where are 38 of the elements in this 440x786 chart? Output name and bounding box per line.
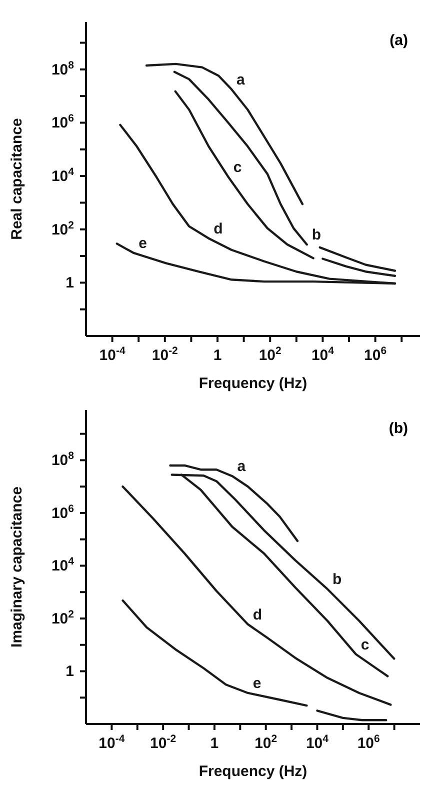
y-tick-label: 10$^{8}$ — [51, 59, 74, 78]
series-label: a — [237, 458, 246, 476]
x-tick-label: 10$^{2}$ — [258, 345, 282, 364]
x-tick-label: 10$^{6}$ — [357, 733, 380, 752]
annotation: (b) — [388, 420, 408, 437]
y-tick-label: 1 — [66, 274, 74, 292]
series-label: c — [360, 636, 370, 654]
x-tick-label: 10$^{6}$ — [364, 345, 387, 364]
y-axis-title: Imaginary capacitance — [8, 486, 26, 648]
y-tick-label: 10$^{6}$ — [51, 112, 74, 132]
x-tick-label: 10$^{4}$ — [306, 733, 329, 752]
series-label: c — [233, 159, 242, 176]
series-label: e — [138, 234, 148, 252]
annotation: (a) — [390, 32, 408, 49]
x-tick-label: 10$^{-2}$ — [150, 733, 176, 752]
y-tick-label: 10$^{2}$ — [51, 219, 74, 238]
y-axis-title: Real capacitance — [8, 118, 26, 240]
x-tick-label: 1 — [210, 735, 219, 752]
x-axis-title: Frequency (Hz) — [198, 763, 308, 780]
x-tick-label: 10$^{4}$ — [311, 345, 334, 364]
series-label: b — [332, 571, 342, 588]
y-tick-label: 10$^{6}$ — [51, 502, 74, 522]
series-label: a — [236, 71, 246, 88]
x-tick-label: 1 — [213, 347, 222, 364]
x-tick-label: 10$^{2}$ — [254, 733, 278, 752]
x-axis-title: Frequency (Hz) — [198, 375, 308, 392]
x-tick-label: 10$^{-2}$ — [152, 345, 178, 364]
series-label: b — [312, 226, 322, 244]
y-tick-label: 10$^{2}$ — [51, 608, 74, 628]
y-tick-label: 10$^{4}$ — [51, 166, 74, 186]
series-label: d — [252, 606, 262, 624]
y-tick-label: 10$^{8}$ — [51, 450, 74, 470]
series-label: e — [252, 674, 262, 692]
x-tick-label: 10$^{-4}$ — [99, 345, 126, 364]
series-label: d — [214, 220, 223, 238]
y-tick-label: 1 — [66, 663, 74, 680]
x-tick-label: 10$^{-4}$ — [98, 733, 125, 752]
y-tick-label: 10$^{4}$ — [51, 556, 74, 575]
